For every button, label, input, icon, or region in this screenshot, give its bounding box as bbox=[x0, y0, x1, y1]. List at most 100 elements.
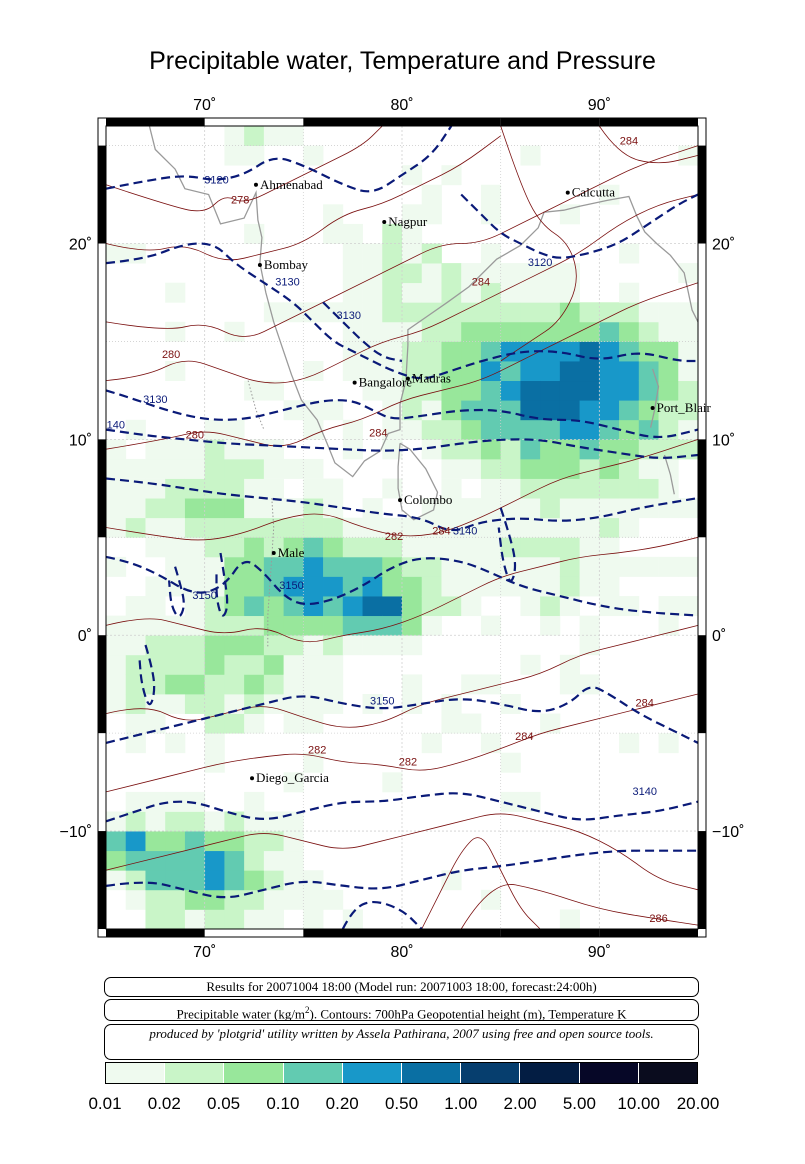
pw-cell bbox=[145, 458, 166, 479]
pw-cell bbox=[382, 321, 403, 342]
pw-cell bbox=[106, 458, 127, 479]
pw-cell bbox=[480, 537, 502, 558]
city-label: Port_Blair bbox=[657, 400, 712, 415]
pw-cell bbox=[658, 361, 679, 382]
pw-cell bbox=[244, 145, 265, 166]
pw-cell bbox=[678, 400, 699, 421]
pw-cell bbox=[184, 654, 206, 675]
pw-cell bbox=[184, 635, 206, 656]
pw-cell bbox=[224, 850, 245, 871]
pw-cell bbox=[283, 556, 304, 577]
pw-cell bbox=[283, 537, 304, 558]
pw-cell bbox=[263, 498, 284, 519]
pw-cell bbox=[678, 302, 699, 323]
pw-cell bbox=[480, 478, 502, 499]
color-scale-label: 20.00 bbox=[676, 1094, 720, 1113]
pw-cell bbox=[204, 713, 225, 734]
pw-cell bbox=[362, 517, 383, 538]
pw-cell bbox=[619, 596, 640, 617]
pw-cell bbox=[480, 361, 502, 382]
pw-cell bbox=[461, 321, 482, 342]
contour-label: 282 bbox=[385, 531, 403, 543]
pw-cell bbox=[619, 361, 640, 382]
pw-cell bbox=[263, 615, 284, 636]
pw-cell bbox=[342, 419, 363, 440]
pw-cell bbox=[441, 458, 462, 479]
pw-cell bbox=[579, 302, 600, 323]
color-scale-label: 1.00 bbox=[444, 1094, 478, 1113]
pw-cell bbox=[224, 693, 245, 714]
pw-cell bbox=[638, 498, 659, 519]
pw-cell bbox=[263, 556, 284, 577]
pw-cell bbox=[500, 576, 521, 597]
pw-cell bbox=[184, 831, 206, 852]
pw-cell bbox=[323, 223, 344, 244]
pw-cell bbox=[283, 713, 304, 734]
pw-cell bbox=[323, 615, 344, 636]
pw-cell bbox=[599, 380, 620, 401]
pw-cell bbox=[678, 556, 699, 577]
pw-cell bbox=[204, 419, 225, 440]
pw-cell bbox=[579, 635, 600, 656]
contour-label: 140 bbox=[107, 420, 125, 432]
pw-cell bbox=[165, 478, 186, 499]
contour-label: 3150 bbox=[370, 696, 394, 708]
pw-cell bbox=[402, 517, 423, 538]
pw-cell bbox=[303, 478, 324, 499]
pw-cell bbox=[559, 439, 580, 460]
pw-cell bbox=[658, 302, 679, 323]
pw-cell bbox=[184, 556, 206, 577]
pw-cell bbox=[441, 576, 462, 597]
pw-cell bbox=[165, 498, 186, 519]
pw-cell bbox=[520, 302, 541, 323]
pw-cell bbox=[461, 713, 482, 734]
pw-cell bbox=[382, 635, 403, 656]
color-scale-label: 0.01 bbox=[88, 1094, 122, 1113]
pw-cell bbox=[520, 380, 541, 401]
pw-cell bbox=[382, 517, 403, 538]
pw-cell bbox=[125, 498, 146, 519]
pw-cell bbox=[441, 282, 462, 303]
pw-cell bbox=[362, 321, 383, 342]
pw-cell bbox=[520, 498, 541, 519]
pw-cell bbox=[441, 713, 462, 734]
pw-cell bbox=[184, 889, 206, 910]
pw-cell bbox=[106, 498, 127, 519]
pw-cell bbox=[480, 674, 502, 695]
pw-cell bbox=[165, 282, 186, 303]
pw-cell bbox=[382, 341, 403, 362]
city-label: Diego_Garcia bbox=[256, 770, 329, 785]
pw-cell bbox=[165, 889, 186, 910]
pw-cell bbox=[638, 361, 659, 382]
pw-cell bbox=[165, 576, 186, 597]
pw-cell bbox=[244, 674, 265, 695]
pw-cell bbox=[204, 498, 225, 519]
pw-cell bbox=[145, 498, 166, 519]
pw-cell bbox=[244, 517, 265, 538]
pw-cell bbox=[540, 517, 561, 538]
pw-cell bbox=[441, 478, 462, 499]
pw-cell bbox=[244, 909, 265, 930]
pw-cell bbox=[106, 556, 127, 577]
pw-cell bbox=[106, 693, 127, 714]
pw-cell bbox=[342, 263, 363, 284]
pw-cell bbox=[204, 733, 225, 754]
height-contour-line bbox=[105, 242, 698, 380]
pw-cell bbox=[184, 596, 206, 617]
pw-cell bbox=[342, 596, 363, 617]
pw-cell bbox=[540, 361, 561, 382]
pw-cell bbox=[244, 870, 265, 891]
temperature-contour-line bbox=[105, 194, 699, 384]
pw-cell bbox=[283, 889, 304, 910]
pw-cell bbox=[303, 713, 324, 734]
pw-cell bbox=[283, 635, 304, 656]
pw-cell bbox=[638, 321, 659, 342]
pw-cell bbox=[184, 537, 206, 558]
pw-cell bbox=[638, 458, 659, 479]
pw-cell bbox=[125, 831, 146, 852]
contour-label: 3120 bbox=[528, 257, 552, 269]
pw-cell bbox=[165, 693, 186, 714]
pw-cell bbox=[559, 419, 580, 440]
frame-segment bbox=[698, 831, 706, 929]
pw-cell bbox=[224, 498, 245, 519]
